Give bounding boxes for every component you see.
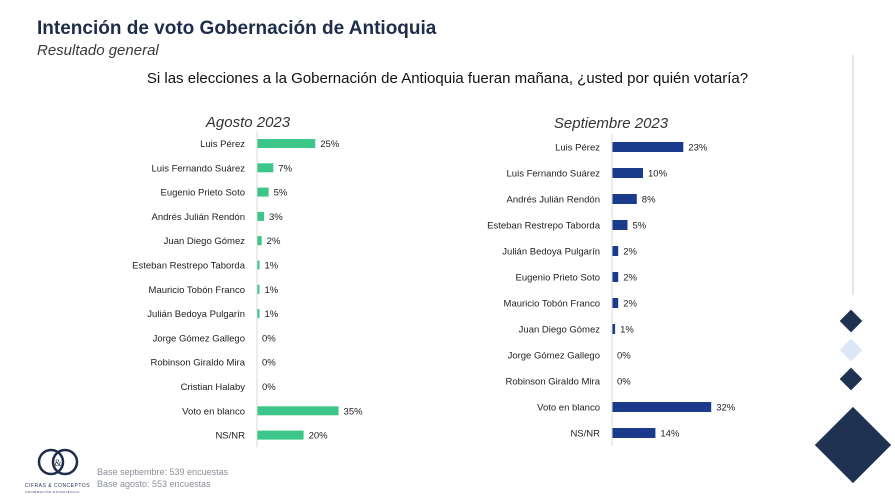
aug-value-label: 7% — [278, 163, 292, 174]
sep-bar — [612, 298, 619, 308]
base-august-note: Base agosto: 553 encuestas — [97, 479, 211, 489]
aug-bar — [257, 430, 304, 440]
aug-category-label: Cristian Halaby — [181, 382, 246, 393]
sep-value-label: 2% — [623, 247, 637, 258]
page-subtitle: Resultado general — [37, 42, 159, 59]
logo-name: CIFRAS & CONCEPTOS — [25, 483, 91, 489]
sep-category-label: Eugenio Prieto Soto — [515, 273, 600, 284]
sep-value-label: 10% — [648, 169, 668, 180]
aug-value-label: 1% — [265, 285, 279, 296]
sep-bar — [612, 272, 619, 282]
aug-value-label: 2% — [267, 236, 281, 247]
aug-category-label: Juan Diego Gómez — [164, 236, 246, 247]
sep-category-label: Voto en blanco — [537, 403, 600, 414]
aug-bar — [257, 236, 262, 246]
sep-category-label: Jorge Gómez Gallego — [508, 351, 600, 362]
sep-category-label: Julián Bedoya Pulgarín — [502, 247, 600, 258]
sep-category-label: Esteban Restrepo Taborda — [487, 221, 601, 232]
aug-value-label: 25% — [320, 139, 340, 150]
aug-value-label: 20% — [309, 431, 329, 442]
aug-bar — [257, 406, 339, 416]
sep-bar — [612, 324, 616, 334]
sep-bar — [612, 246, 619, 256]
aug-bar — [257, 260, 260, 270]
aug-category-label: Jorge Gómez Gallego — [153, 333, 245, 344]
aug-bar — [257, 284, 260, 294]
aug-value-label: 0% — [262, 358, 276, 369]
sep-value-label: 1% — [620, 325, 634, 336]
aug-category-label: Andrés Julián Rendón — [152, 212, 245, 223]
aug-bar — [257, 187, 269, 197]
aug-bar — [257, 163, 274, 173]
sep-value-label: 0% — [617, 351, 631, 362]
page-title: Intención de voto Gobernación de Antioqu… — [37, 18, 437, 39]
aug-value-label: 5% — [274, 188, 288, 199]
aug-category-label: Esteban Restrepo Taborda — [132, 261, 246, 272]
aug-category-label: Mauricio Tobón Franco — [149, 285, 245, 296]
aug-value-label: 3% — [269, 212, 283, 223]
aug-value-label: 0% — [262, 382, 276, 393]
decorative-line — [852, 55, 854, 295]
sep-value-label: 23% — [688, 143, 708, 154]
aug-value-label: 35% — [344, 406, 364, 417]
sep-category-label: NS/NR — [570, 429, 600, 440]
sep-category-label: Juan Diego Gómez — [519, 325, 601, 336]
sep-bar — [612, 194, 637, 204]
aug-value-label: 1% — [265, 261, 279, 272]
aug-value-label: 0% — [262, 333, 276, 344]
sep-category-label: Andrés Julián Rendón — [507, 195, 600, 206]
sep-value-label: 2% — [623, 299, 637, 310]
sep-bar — [612, 428, 656, 438]
aug-value-label: 1% — [265, 309, 279, 320]
logo-tagline: INFORMACIÓN ESTRATÉGICA — [25, 490, 80, 494]
sep-category-label: Robinson Giraldo Mira — [505, 377, 600, 388]
aug-category-label: Luis Fernando Suárez — [152, 163, 246, 174]
survey-question: Si las elecciones a la Gobernación de An… — [146, 70, 749, 87]
aug-category-label: Julián Bedoya Pulgarín — [147, 309, 245, 320]
sep-chart-title: Septiembre 2023 — [554, 115, 669, 132]
sep-category-label: Luis Pérez — [555, 143, 600, 154]
aug-category-label: Luis Pérez — [200, 139, 245, 150]
sep-value-label: 2% — [623, 273, 637, 284]
svg-text:&: & — [54, 458, 61, 468]
aug-chart-title: Agosto 2023 — [205, 114, 291, 131]
sep-bar — [612, 168, 643, 178]
aug-bar — [257, 139, 316, 148]
logo-icon: & — [37, 448, 79, 476]
sep-value-label: 32% — [716, 403, 736, 414]
aug-category-label: Robinson Giraldo Mira — [150, 358, 245, 369]
aug-bar — [257, 211, 264, 221]
sep-category-label: Luis Fernando Suárez — [507, 169, 601, 180]
sep-value-label: 5% — [633, 221, 647, 232]
sep-value-label: 0% — [617, 377, 631, 388]
sep-bar — [612, 142, 684, 152]
base-september-note: Base septiembre: 539 encuestas — [97, 467, 229, 477]
aug-bar — [257, 309, 260, 319]
sep-value-label: 8% — [642, 195, 656, 206]
sep-bar — [612, 220, 628, 230]
sep-category-label: Mauricio Tobón Franco — [504, 299, 600, 310]
aug-category-label: Eugenio Prieto Soto — [160, 188, 245, 199]
sep-value-label: 14% — [660, 429, 680, 440]
aug-category-label: Voto en blanco — [182, 406, 245, 417]
sep-bar — [612, 402, 712, 412]
aug-category-label: NS/NR — [215, 431, 245, 442]
